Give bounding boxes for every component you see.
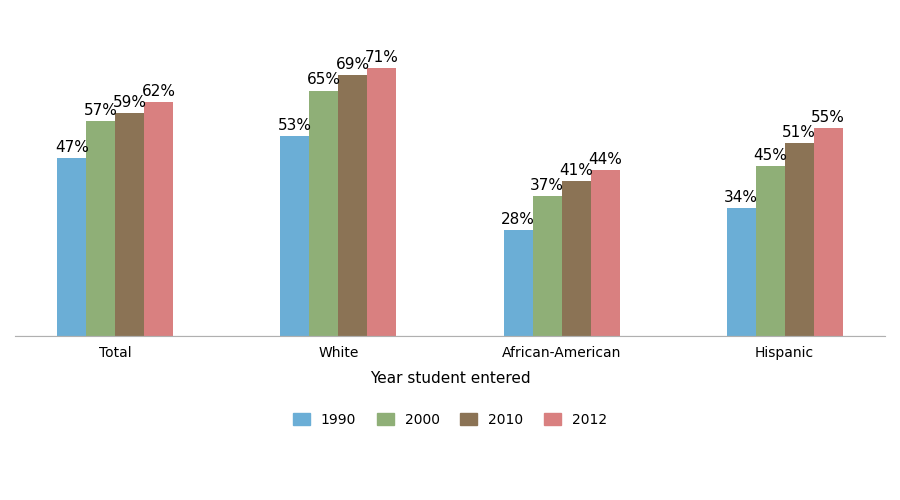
Text: 37%: 37% [530, 178, 564, 193]
Bar [281, 136, 310, 336]
Text: 45%: 45% [753, 148, 788, 163]
Text: 57%: 57% [84, 102, 118, 118]
Text: 65%: 65% [307, 72, 341, 88]
Bar [756, 166, 785, 336]
Text: 71%: 71% [365, 50, 399, 65]
Text: 55%: 55% [811, 110, 845, 126]
Text: 28%: 28% [501, 212, 535, 227]
Bar [338, 76, 367, 336]
Text: 51%: 51% [782, 126, 816, 140]
Text: 47%: 47% [55, 140, 89, 156]
X-axis label: Year student entered: Year student entered [370, 371, 530, 386]
Bar [310, 90, 338, 336]
Text: 69%: 69% [336, 58, 370, 72]
Text: 41%: 41% [559, 163, 593, 178]
Bar [814, 128, 842, 336]
Bar [144, 102, 174, 336]
Text: 34%: 34% [724, 190, 758, 204]
Bar [726, 208, 756, 336]
Legend: 1990, 2000, 2010, 2012: 1990, 2000, 2010, 2012 [287, 407, 613, 432]
Text: 53%: 53% [278, 118, 312, 133]
Bar [562, 181, 590, 336]
Text: 44%: 44% [588, 152, 622, 167]
Bar [533, 196, 562, 336]
Bar [590, 170, 619, 336]
Text: 59%: 59% [112, 95, 147, 110]
Bar [367, 68, 397, 336]
Bar [58, 158, 86, 336]
Bar [115, 113, 144, 336]
Bar [503, 230, 533, 336]
Text: 62%: 62% [142, 84, 176, 99]
Bar [785, 144, 814, 336]
Bar [86, 120, 115, 336]
